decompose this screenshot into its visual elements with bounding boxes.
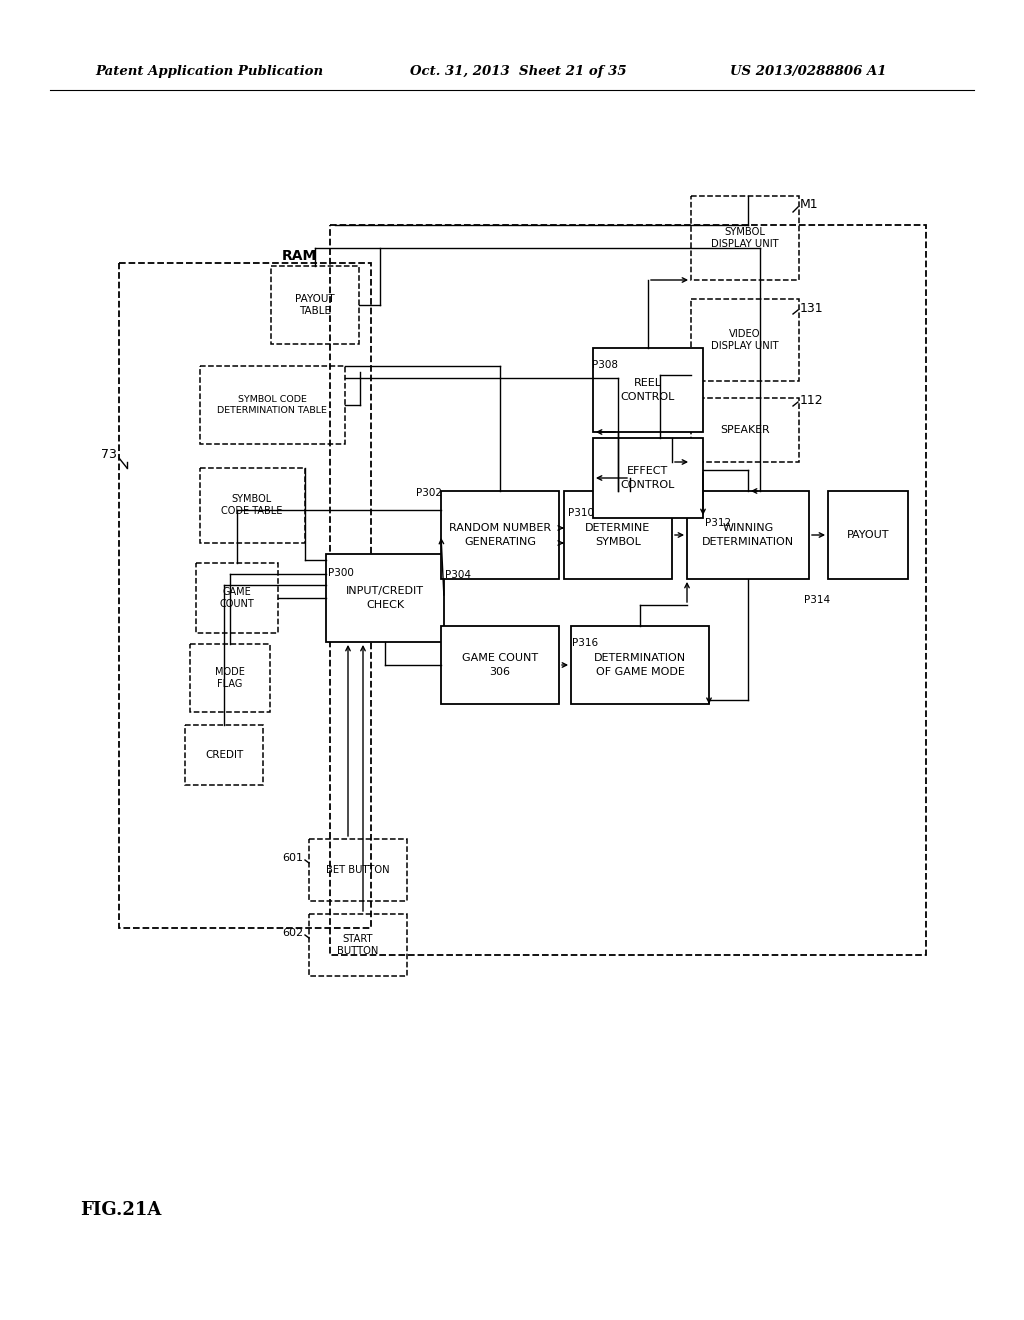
Bar (571, 626, 709, 704)
Text: PAYOUT: PAYOUT (847, 531, 889, 540)
Bar (593, 348, 703, 432)
Bar (200, 366, 344, 444)
Text: WINNING
DETERMINATION: WINNING DETERMINATION (701, 524, 794, 546)
Text: P308: P308 (592, 360, 618, 370)
Text: BET BUTTON: BET BUTTON (327, 865, 390, 875)
Text: RAM: RAM (282, 249, 316, 263)
Text: SYMBOL
CODE TABLE: SYMBOL CODE TABLE (221, 494, 283, 516)
Bar (190, 644, 270, 711)
Text: GAME
COUNT: GAME COUNT (219, 587, 254, 610)
Text: DETERMINATION
OF GAME MODE: DETERMINATION OF GAME MODE (594, 653, 686, 677)
Bar (593, 438, 703, 517)
Bar (326, 554, 444, 642)
Text: Patent Application Publication: Patent Application Publication (95, 66, 324, 78)
Text: SPEAKER: SPEAKER (720, 425, 770, 436)
Text: VIDEO
DISPLAY UNIT: VIDEO DISPLAY UNIT (712, 329, 779, 351)
Text: P300: P300 (328, 568, 354, 578)
Text: P310: P310 (568, 508, 594, 517)
Bar (441, 626, 559, 704)
Text: US 2013/0288806 A1: US 2013/0288806 A1 (730, 66, 887, 78)
Bar (196, 564, 278, 634)
Text: Oct. 31, 2013  Sheet 21 of 35: Oct. 31, 2013 Sheet 21 of 35 (410, 66, 627, 78)
Text: FIG.21A: FIG.21A (80, 1201, 162, 1218)
Text: EFFECT
CONTROL: EFFECT CONTROL (621, 466, 675, 490)
Bar (441, 491, 559, 579)
Text: 131: 131 (800, 301, 823, 314)
Text: PAYOUT
TABLE: PAYOUT TABLE (295, 294, 335, 317)
Bar (564, 491, 672, 579)
Text: 601: 601 (282, 853, 303, 863)
Text: RANDOM NUMBER
GENERATING: RANDOM NUMBER GENERATING (449, 524, 551, 546)
Bar (691, 300, 799, 381)
Text: P302: P302 (416, 488, 442, 498)
Text: P312: P312 (705, 517, 731, 528)
Text: P304: P304 (445, 570, 471, 579)
Bar (687, 491, 809, 579)
Text: INPUT/CREDIT
CHECK: INPUT/CREDIT CHECK (346, 586, 424, 610)
Text: P314: P314 (804, 595, 830, 605)
Text: START
BUTTON: START BUTTON (337, 933, 379, 956)
Bar (828, 491, 908, 579)
Text: GAME COUNT
306: GAME COUNT 306 (462, 653, 538, 677)
Text: REEL
CONTROL: REEL CONTROL (621, 379, 675, 401)
Text: DETERMINE
SYMBOL: DETERMINE SYMBOL (586, 524, 650, 546)
Bar (691, 399, 799, 462)
Text: 112: 112 (800, 393, 823, 407)
Text: SYMBOL CODE
DETERMINATION TABLE: SYMBOL CODE DETERMINATION TABLE (217, 395, 327, 414)
Bar (200, 467, 304, 543)
Bar (309, 840, 407, 902)
Bar (119, 263, 371, 928)
Text: SYMBOL
DISPLAY UNIT: SYMBOL DISPLAY UNIT (712, 227, 779, 249)
Text: M1: M1 (800, 198, 818, 211)
Bar (691, 195, 799, 280)
Text: CREDIT: CREDIT (205, 750, 243, 760)
Bar (271, 267, 359, 345)
Text: MODE
FLAG: MODE FLAG (215, 667, 245, 689)
Text: 602: 602 (282, 928, 303, 939)
Text: P316: P316 (572, 638, 598, 648)
Bar (309, 913, 407, 975)
Text: 73: 73 (101, 449, 117, 462)
Bar (330, 224, 926, 954)
Bar (185, 725, 263, 785)
